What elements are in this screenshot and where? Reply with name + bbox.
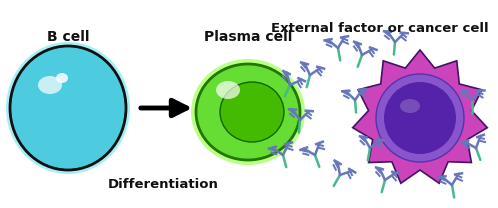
Ellipse shape (6, 42, 130, 174)
Circle shape (384, 82, 456, 154)
Polygon shape (353, 50, 488, 183)
Ellipse shape (220, 82, 284, 142)
Ellipse shape (400, 99, 420, 113)
Ellipse shape (216, 81, 240, 99)
Text: B cell: B cell (47, 30, 89, 44)
Ellipse shape (56, 73, 68, 83)
Ellipse shape (191, 59, 305, 165)
Circle shape (376, 74, 464, 162)
Text: External factor or cancer cell: External factor or cancer cell (271, 22, 489, 35)
Ellipse shape (196, 64, 300, 160)
Text: Differentiation: Differentiation (108, 178, 219, 191)
Text: Plasma cell: Plasma cell (204, 30, 292, 44)
Ellipse shape (10, 46, 126, 170)
Ellipse shape (38, 76, 62, 94)
